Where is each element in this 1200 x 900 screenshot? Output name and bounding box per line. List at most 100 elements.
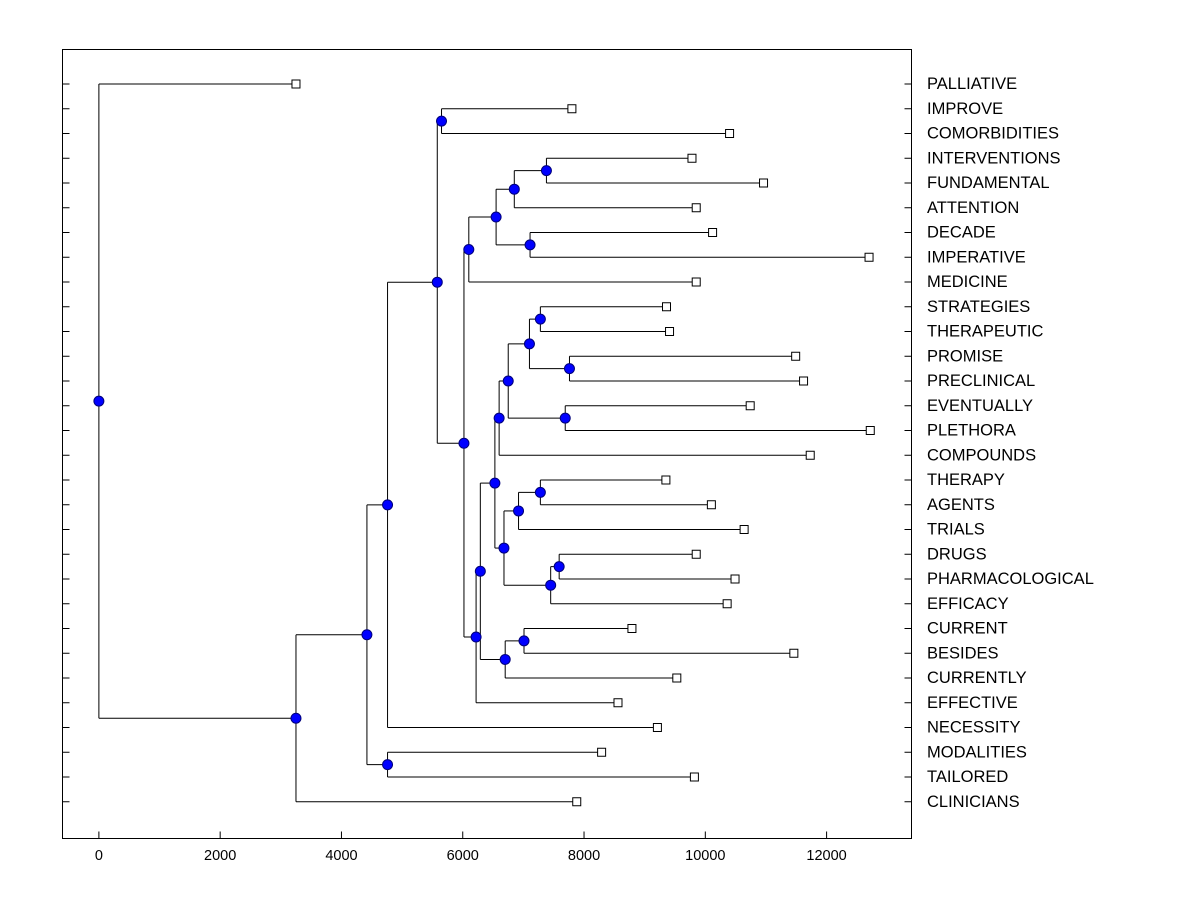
x-tick-label-4000: 4000 <box>325 848 357 864</box>
leaf-marker-besides <box>789 648 799 658</box>
leaf-label-comorbidities: COMORBIDITIES <box>927 125 1059 143</box>
leaf-marker-pharmacological <box>730 574 740 584</box>
leaf-label-modalities: MODALITIES <box>927 743 1027 761</box>
leaf-label-therapy: THERAPY <box>927 471 1005 489</box>
leaf-label-interventions: INTERVENTIONS <box>927 149 1061 167</box>
leaf-marker-therapeutic <box>665 327 675 336</box>
merge-node-n-drugs-pharm <box>553 561 565 573</box>
leaf-label-palliative: PALLIATIVE <box>927 75 1017 93</box>
merge-node-n-event-pleth <box>559 412 571 424</box>
merge-node-n-med-big <box>458 437 470 449</box>
leaf-label-decade: DECADE <box>927 224 996 242</box>
leaf-label-fundamental: FUNDAMENTAL <box>927 174 1050 192</box>
leaf-marker-trials <box>739 525 749 534</box>
x-tick-label-8000: 8000 <box>568 848 600 864</box>
leaf-marker-improve <box>567 104 577 114</box>
leaf-label-clinicians: CLINICIANS <box>927 793 1020 811</box>
x-tick-label-12000: 12000 <box>806 848 846 864</box>
leaf-marker-palliative <box>291 79 301 89</box>
leaf-marker-eventually <box>745 401 755 411</box>
leaf-label-efficacy: EFFICACY <box>927 595 1009 613</box>
leaf-label-besides: BESIDES <box>927 644 999 662</box>
merge-node-n-mod-tail <box>382 759 394 771</box>
leaf-label-pharmacological: PHARMACOLOGICAL <box>927 570 1094 588</box>
merge-node-n-decade-imp <box>524 239 536 251</box>
leaf-label-eventually: EVENTUALLY <box>927 397 1033 415</box>
leaf-marker-tailored <box>689 772 699 782</box>
leaf-label-trials: TRIALS <box>927 521 985 539</box>
leaf-label-necessity: NECESSITY <box>927 719 1021 737</box>
leaf-marker-strategies <box>662 302 672 312</box>
leaf-marker-preclinical <box>799 376 809 386</box>
y-tick-marks <box>62 83 912 803</box>
x-tick-label-0: 0 <box>95 848 103 864</box>
leaf-label-tailored: TAILORED <box>927 768 1008 786</box>
leaf-marker-therapy <box>661 475 671 485</box>
merge-node-n-dp-eff <box>545 579 557 591</box>
merge-node-n-cb-currently <box>499 653 511 665</box>
leaf-marker-compounds <box>805 450 815 460</box>
merge-node-markers <box>93 115 575 771</box>
merge-node-n-ta-trials <box>513 505 525 517</box>
leaf-label-preclinical: PRECLINICAL <box>927 372 1035 390</box>
merge-node-n-root <box>93 395 105 407</box>
x-tick-label-2000: 2000 <box>204 848 236 864</box>
leaf-marker-current <box>627 624 637 633</box>
leaf-marker-drugs <box>691 549 701 559</box>
leaf-marker-agents <box>706 500 716 510</box>
leaf-label-plethora: PLETHORA <box>927 422 1016 440</box>
leaf-marker-comorbidities <box>725 129 735 138</box>
leaf-label-imperative: IMPERATIVE <box>927 248 1026 266</box>
leaf-label-drugs: DRUGS <box>927 545 987 563</box>
merge-node-n-icnmt-clin <box>290 712 302 724</box>
x-tick-label-10000: 10000 <box>685 848 725 864</box>
x-axis: 0 2000 4000 6000 8000 10000 12000 <box>95 831 847 864</box>
merge-node-n-stpp-ep <box>502 375 514 387</box>
leaf-label-therapeutic: THERAPEUTIC <box>927 323 1044 341</box>
merge-node-n-ifa-di <box>490 211 502 223</box>
merge-node-n-stppep-comp <box>493 412 505 424</box>
leaf-label-attention: ATTENTION <box>927 199 1019 217</box>
leaf-marker-imperative <box>864 252 874 262</box>
leaf-marker-efficacy <box>722 599 732 609</box>
leaf-marker-plethora <box>865 426 875 435</box>
merge-node-n-curr-bes <box>518 635 530 647</box>
leaf-label-current: CURRENT <box>927 620 1008 638</box>
merge-node-n-big-effective <box>470 631 482 643</box>
leaf-marker-currently <box>672 673 682 683</box>
leaf-marker-interventions <box>687 153 697 163</box>
leaf-label-agents: AGENTS <box>927 496 995 514</box>
plot-frame <box>62 49 912 839</box>
merge-node-n-st-pp <box>523 338 535 350</box>
merge-node-n-prom-precl <box>563 363 575 375</box>
leaf-label-improve: IMPROVE <box>927 100 1003 118</box>
leaf-label-strategies: STRATEGIES <box>927 298 1030 316</box>
merge-node-n-strat-ther <box>534 313 546 325</box>
merge-node-n-interv-fund-att <box>508 183 520 195</box>
leaf-marker-modalities <box>597 747 607 757</box>
merge-node-n-therapy-agents <box>534 486 546 498</box>
merge-node-n-interv-fund <box>540 165 552 177</box>
merge-node-n-ifadi-med <box>463 244 475 256</box>
merge-node-n-comp-tatdpe <box>489 477 501 489</box>
leaf-marker-effective <box>613 698 623 708</box>
merge-node-n-improve-comorb <box>436 115 448 127</box>
leaf-marker-promise <box>791 351 801 361</box>
leaf-label-effective: EFFECTIVE <box>927 694 1018 712</box>
leaf-label-promise: PROMISE <box>927 347 1003 365</box>
leaf-marker-necessity <box>652 723 662 732</box>
leaf-marker-attention <box>691 203 701 213</box>
merge-node-n-ic-all <box>431 276 443 288</box>
leaf-marker-fundamental <box>759 178 769 188</box>
leaf-marker-clinicians <box>572 797 582 807</box>
merge-node-n-ic-necess <box>382 499 394 511</box>
leaf-label-currently: CURRENTLY <box>927 669 1027 687</box>
merge-node-n-big-cbc <box>474 565 486 577</box>
x-tick-label-6000: 6000 <box>447 848 479 864</box>
leaf-label-compounds: COMPOUNDS <box>927 446 1036 464</box>
dendrogram-links <box>98 83 871 803</box>
merge-node-n-tat-dpe <box>498 542 510 554</box>
leaf-marker-medicine <box>691 277 701 287</box>
leaf-marker-decade <box>708 228 718 237</box>
